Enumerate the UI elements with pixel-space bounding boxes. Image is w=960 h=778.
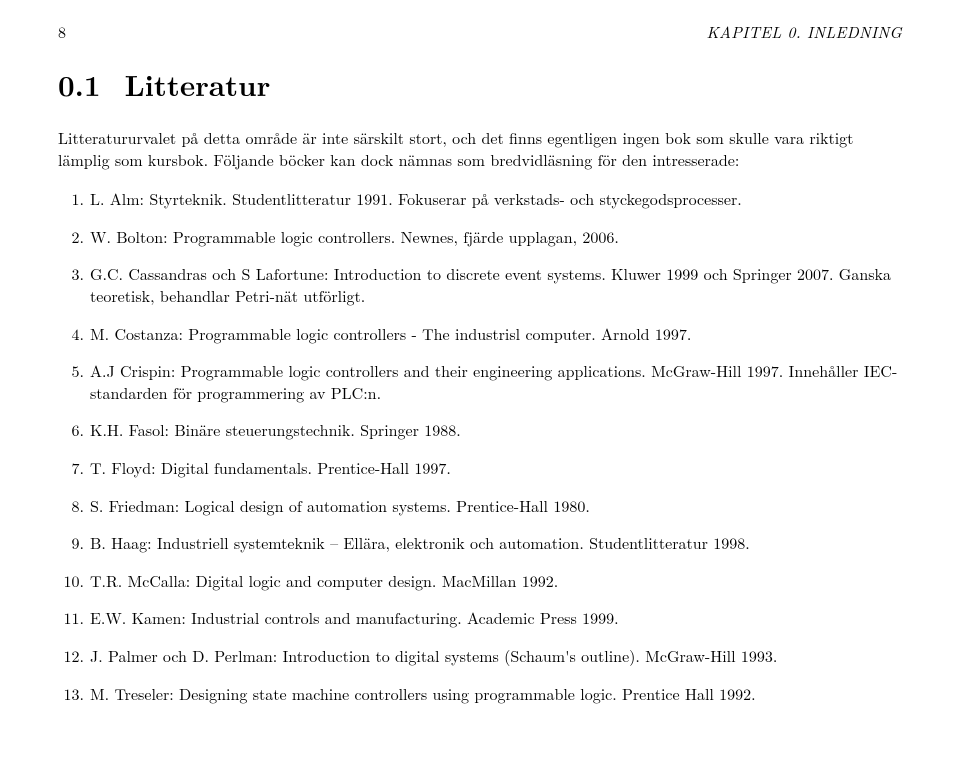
list-item: M. Treseler: Designing state machine con…: [58, 683, 902, 705]
list-item: W. Bolton: Programmable logic controller…: [58, 226, 902, 248]
list-item: T. Floyd: Digital fundamentals. Prentice…: [58, 457, 902, 479]
page-number: 8: [58, 20, 66, 43]
list-item: T.R. McCalla: Digital logic and computer…: [58, 570, 902, 592]
list-item: S. Friedman: Logical design of automatio…: [58, 495, 902, 517]
list-item: L. Alm: Styrteknik. Studentlitteratur 19…: [58, 188, 902, 210]
intro-paragraph: Litteratururvalet på detta område är int…: [58, 127, 902, 170]
list-item: E.W. Kamen: Industrial controls and manu…: [58, 607, 902, 629]
list-item: A.J Crispin: Programmable logic controll…: [58, 360, 902, 403]
page-header: 8 KAPITEL 0. INLEDNING: [58, 20, 902, 43]
list-item: B. Haag: Industriell systemteknik – Ellä…: [58, 532, 902, 554]
literature-list: L. Alm: Styrteknik. Studentlitteratur 19…: [58, 188, 902, 704]
list-item: K.H. Fasol: Binäre steuerungstechnik. Sp…: [58, 419, 902, 441]
section-number: 0.1: [58, 63, 101, 105]
section-title: Litteratur: [125, 63, 271, 105]
chapter-label: KAPITEL 0. INLEDNING: [707, 20, 902, 43]
list-item: G.C. Cassandras och S Lafortune: Introdu…: [58, 263, 902, 306]
list-item: J. Palmer och D. Perlman: Introduction t…: [58, 645, 902, 667]
section-heading: 0.1 Litteratur: [58, 63, 902, 105]
document-page: 8 KAPITEL 0. INLEDNING 0.1 Litteratur Lit…: [0, 0, 960, 704]
list-item: M. Costanza: Programmable logic controll…: [58, 323, 902, 345]
